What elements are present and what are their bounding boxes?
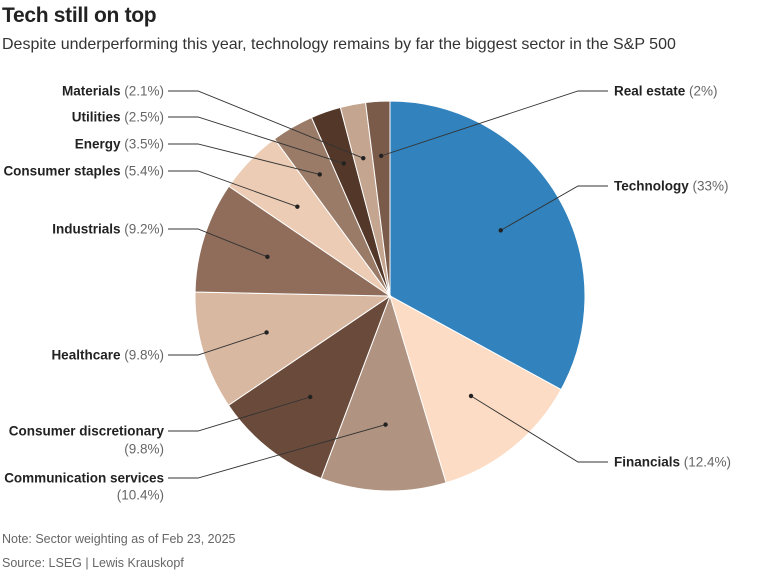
leader-line-financials [470,395,608,463]
pie-slice-communication-services [320,294,447,492]
pie-slice-real-estate [365,100,391,297]
leader-dot-materials [361,155,366,161]
slice-label-industrials: Industrials (9.2%) [52,222,164,237]
leader-line-real-estate [381,90,608,157]
pie-slices [194,100,586,492]
leader-dot-healthcare [264,330,269,335]
leader-dot-real-estate [378,153,384,159]
leader-dot-industrials [265,254,270,260]
slice-label-communication-services: Communication services [4,471,164,486]
chart-note: Note: Sector weighting as of Feb 23, 202… [2,532,236,546]
slice-label-materials: Materials (2.1%) [62,84,164,99]
pie-slice-consumer-discretionary [227,294,392,480]
slice-labels: Technology (33%) Financials (12.4%) Commun… [3,84,731,503]
slice-value-communication-services: (10.4%) [117,488,164,503]
leader-line-communication-services [168,424,386,479]
pie-slice-technology [389,100,586,391]
slice-value-consumer-discretionary: (9.8%) [124,442,164,457]
leader-dot-consumer-staples [295,204,300,209]
leader-dot-energy [317,172,322,177]
slice-label-consumer-discretionary: Consumer discretionary [9,424,165,439]
leader-lines [168,90,608,479]
leader-line-industrials [168,228,268,258]
slice-label-energy: Energy (3.5%) [75,137,164,152]
leader-dot-technology [498,228,503,233]
leader-dot-utilities [341,161,346,166]
slice-label-financials: Financials (12.4%) [614,455,731,470]
slice-label-utilities: Utilities (2.5%) [72,110,164,125]
leader-line-consumer-discretionary [168,396,311,432]
chart-title: Tech still on top [2,4,157,27]
leader-line-healthcare [168,332,267,356]
leader-line-energy [168,143,320,175]
leader-line-utilities [168,116,344,164]
pie-slice-healthcare [194,291,392,406]
slice-label-technology: Technology (33%) [614,179,729,194]
leader-line-consumer-staples [168,170,298,208]
leader-dot-financials [468,393,474,399]
slice-label-real-estate: Real estate (2%) [614,84,718,99]
leader-dot-communication-services [383,422,388,427]
pie-slice-industrials [194,185,392,297]
chart-source: Source: LSEG | Lewis Krauskopf [2,556,184,570]
pie-slice-financials [389,294,562,484]
leader-line-materials [168,90,364,159]
leader-line-technology [500,185,608,231]
leader-dot-consumer-discretionary [308,394,313,400]
slice-label-consumer-staples: Consumer staples (5.4%) [3,164,164,179]
slice-label-healthcare: Healthcare (9.8%) [51,348,164,363]
chart-subtitle: Despite underperforming this year, techn… [2,36,676,53]
